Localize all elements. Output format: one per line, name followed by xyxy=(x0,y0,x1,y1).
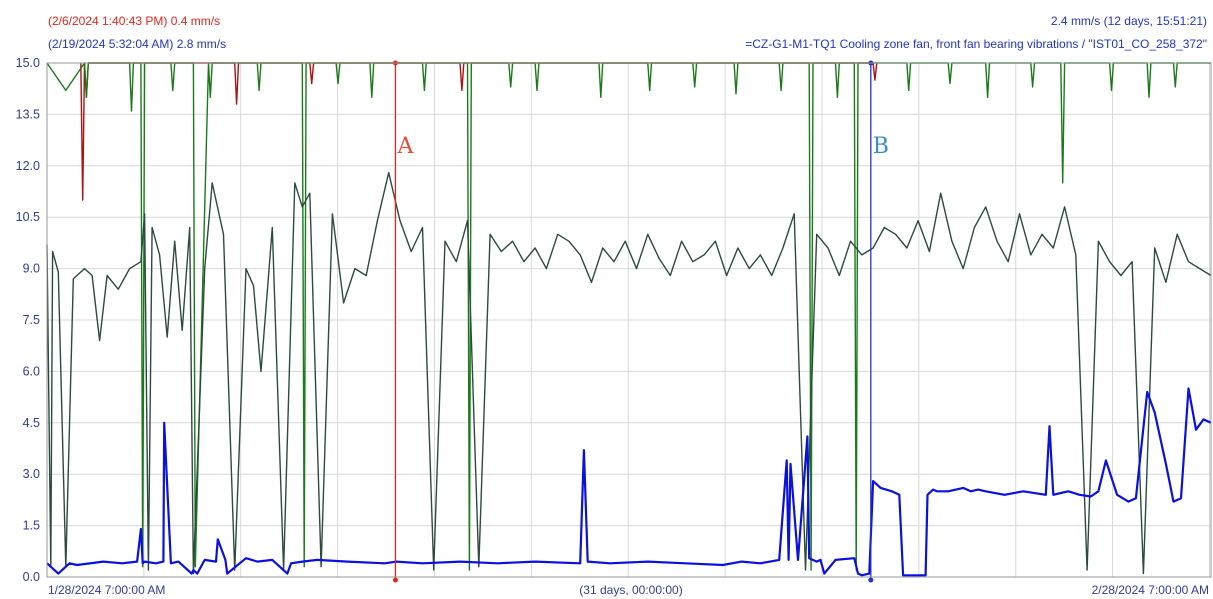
series-description: =CZ-G1-M1-TQ1 Cooling zone fan, front fa… xyxy=(745,37,1207,51)
y-tick-label: 9.0 xyxy=(23,262,40,276)
y-tick-label: 12.0 xyxy=(16,159,40,173)
y-tick-label: 4.5 xyxy=(23,416,40,430)
y-tick-label: 13.5 xyxy=(16,107,40,121)
x-axis: 1/28/2024 7:00:00 AM (31 days, 00:00:00)… xyxy=(48,583,1209,597)
cursor-a-label: A xyxy=(396,134,414,159)
grid xyxy=(46,62,1211,578)
y-tick-label: 0.0 xyxy=(23,570,40,584)
series-line-bearing-vibration xyxy=(46,387,1212,577)
y-tick-label: 15.0 xyxy=(16,56,40,70)
series-line-dark xyxy=(46,171,1212,575)
cursor-a-marker-bottom[interactable] xyxy=(392,577,398,583)
cursor-delta-readout: 2.4 mm/s (12 days, 15:51:21) xyxy=(1050,14,1207,28)
cursor-b-readout: (2/19/2024 5:32:04 AM) 2.8 mm/s xyxy=(48,37,227,51)
y-tick-label: 7.5 xyxy=(23,313,40,327)
y-tick-label: 1.5 xyxy=(23,519,40,533)
x-end-label: 2/28/2024 7:00:00 AM xyxy=(1092,583,1209,597)
series-line-red xyxy=(80,62,878,201)
cursor-b-label: B xyxy=(873,134,889,159)
y-tick-label: 10.5 xyxy=(16,210,40,224)
x-span-label: (31 days, 00:00:00) xyxy=(579,583,682,597)
series-layer xyxy=(46,62,1212,577)
x-start-label: 1/28/2024 7:00:00 AM xyxy=(48,583,165,597)
y-tick-label: 6.0 xyxy=(23,364,40,378)
cursor-a-readout: (2/6/2024 1:40:43 PM) 0.4 mm/s xyxy=(48,14,221,28)
cursor-b-marker-bottom[interactable] xyxy=(868,577,874,583)
y-tick-label: 3.0 xyxy=(23,467,40,481)
plot-frame xyxy=(46,62,1212,578)
y-axis: 0.0 1.5 3.0 4.5 6.0 7.5 9.0 10.5 12.0 13.5 15.0 xyxy=(16,56,40,584)
